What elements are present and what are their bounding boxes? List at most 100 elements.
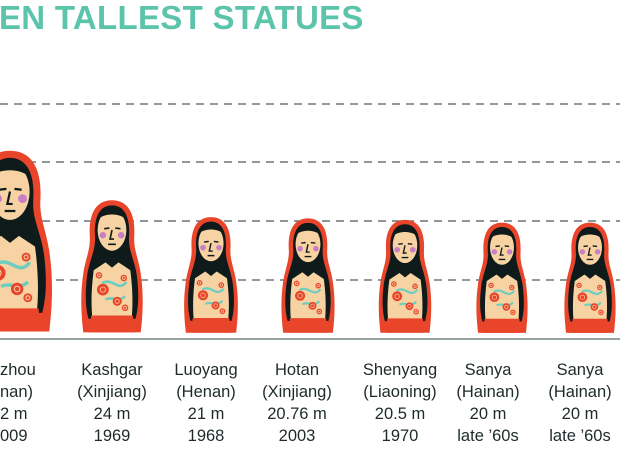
statue-year: 1968 [187, 427, 225, 445]
doll-features [495, 245, 510, 261]
doll-features [301, 241, 316, 258]
doll-statue-mark [476, 222, 528, 333]
doll-statue-mark [81, 200, 143, 333]
doll-flower [293, 280, 300, 287]
doll-flower-detail [489, 283, 493, 287]
doll-flower-detail [121, 276, 126, 280]
doll-flower-detail [197, 281, 202, 285]
doll-flower [295, 290, 306, 301]
statue-height: 20 m [469, 405, 507, 423]
doll-features [0, 187, 22, 213]
doll-features [398, 242, 413, 259]
statue-height: 24 m [93, 405, 131, 423]
doll-hair [98, 208, 126, 219]
doll-flower-detail [97, 273, 101, 278]
statue-year: 2003 [278, 427, 316, 445]
doll-flower-detail [504, 304, 509, 309]
doll-cheek [594, 249, 601, 255]
doll-flower [121, 304, 129, 312]
doll-flower-detail [219, 283, 223, 287]
doll-base [191, 317, 231, 333]
doll-flower [392, 291, 403, 302]
doll-cheek [410, 246, 416, 253]
statue-year: 009 [0, 427, 28, 445]
statue-city: Hotan [274, 361, 320, 379]
doll-cheek [313, 245, 319, 252]
doll-cheek [18, 194, 27, 204]
doll-flower [577, 292, 588, 303]
doll-cheek [0, 194, 2, 203]
doll-flower-detail [23, 254, 29, 260]
doll-flower-detail [511, 310, 515, 314]
doll-flower-detail [579, 294, 585, 300]
doll-statue-mark [564, 222, 616, 333]
doll-flower [488, 282, 494, 289]
doll-base [288, 318, 328, 333]
doll-flower [219, 308, 226, 315]
statue-height: 20.5 m [374, 405, 426, 423]
doll-face [198, 225, 224, 262]
doll-flower [598, 309, 604, 316]
statue-city: Kashgar [81, 361, 143, 379]
statue-year: late ’60s [457, 427, 519, 445]
statue-year: 1969 [93, 427, 131, 445]
doll-flower [112, 296, 122, 306]
doll-flower [489, 292, 500, 303]
doll-flower [315, 282, 321, 289]
doll-base [386, 318, 424, 333]
doll-flower-detail [577, 283, 581, 287]
doll-statue-mark [184, 217, 238, 333]
doll-hair [579, 229, 601, 238]
doll-base [483, 318, 521, 333]
statue-province: nan) [0, 383, 34, 401]
statue-city: Sanya [556, 361, 604, 379]
doll-flower [308, 301, 317, 310]
statue-year: 1970 [381, 427, 419, 445]
doll-flower [391, 281, 397, 287]
doll-cheek [394, 246, 400, 253]
chart-title: EN TALLEST STATUES [0, 0, 364, 36]
statue-province: (Henan) [176, 383, 236, 401]
doll-flower-detail [407, 304, 412, 309]
doll-flower-detail [510, 285, 514, 290]
doll-hair [296, 225, 320, 235]
statue-height: 2 m [0, 405, 28, 423]
doll-hair [199, 224, 223, 233]
doll-flower [96, 283, 109, 296]
statue-height: 20 m [561, 405, 599, 423]
doll-flower-detail [592, 304, 597, 309]
doll-flower-detail [25, 295, 31, 301]
doll-flower-detail [220, 309, 225, 313]
doll-base [571, 318, 609, 333]
doll-cheek [297, 245, 303, 252]
doll-flower-detail [123, 305, 127, 310]
doll-flower [502, 303, 511, 311]
statue-label: Kashgar (Xinjiang) 24 m 1969 [57, 359, 167, 447]
doll-flower-detail [413, 284, 417, 288]
doll-belly [0, 235, 38, 313]
doll-cheek [579, 249, 586, 255]
statue-height: 21 m [187, 405, 225, 423]
doll-cheek [216, 244, 222, 251]
doll-flower [412, 283, 418, 290]
doll-flower [196, 280, 203, 286]
doll-features [583, 245, 598, 261]
doll-flower-detail [200, 292, 206, 298]
statue-city: Luoyang [174, 361, 238, 379]
doll-flower [95, 272, 103, 279]
doll-flower-detail [392, 282, 396, 286]
doll-face [97, 209, 127, 251]
doll-flower [0, 265, 6, 281]
statue-city: zhou [0, 361, 36, 379]
statue-label: Sanya (Hainan) 20 m late ’60s [525, 359, 620, 447]
doll-flower-detail [316, 284, 320, 288]
doll-cheek [99, 231, 107, 239]
doll-flower [590, 303, 599, 311]
doll-flower [10, 282, 24, 296]
doll-statue-mark [281, 218, 335, 333]
statue-label: Luoyang (Henan) 21 m 1968 [151, 359, 261, 447]
doll-features [104, 227, 121, 246]
doll-cheek [506, 249, 513, 255]
doll-flower-detail [114, 298, 120, 304]
